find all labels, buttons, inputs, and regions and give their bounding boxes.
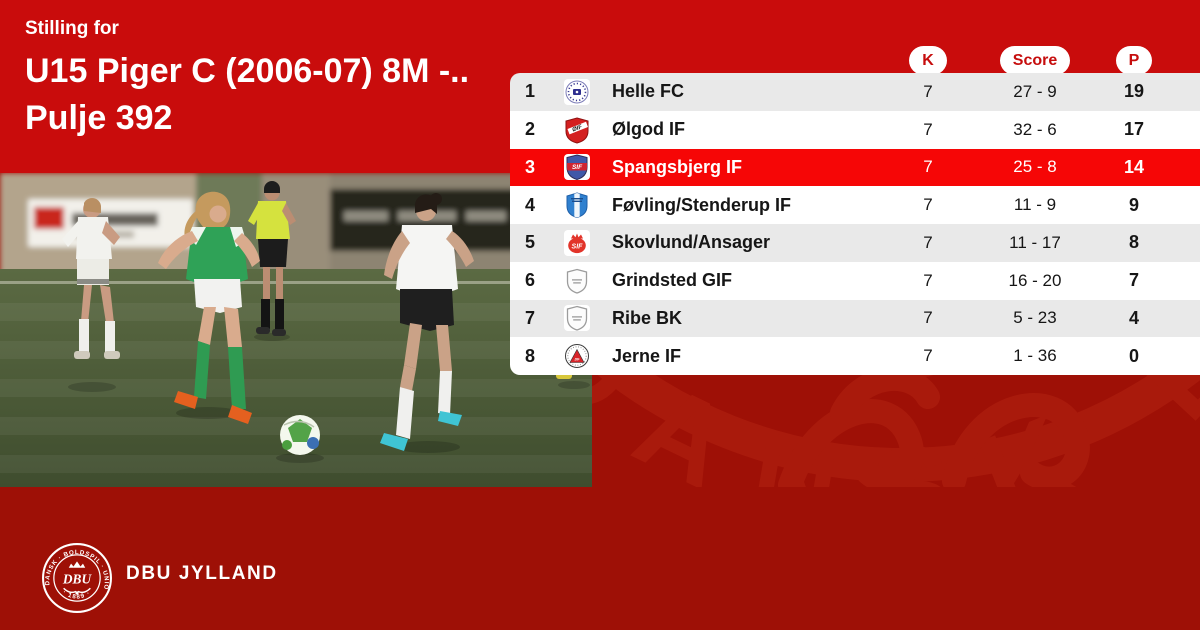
matches-played: 7 (923, 232, 933, 252)
points: 8 (1128, 232, 1139, 253)
club-logo-skovlund-ansager-icon: SIF (562, 228, 592, 258)
goal-score: 25 - 8 (1013, 157, 1057, 177)
team-name: Føvling/Stenderup IF (612, 194, 791, 215)
player-green-main (158, 191, 260, 424)
football (280, 415, 320, 455)
player-white-left (62, 198, 120, 359)
svg-text:SIF: SIF (572, 243, 584, 250)
svg-text:· 1889 ·: · 1889 · (61, 589, 92, 601)
rank: 5 (524, 232, 535, 253)
matches-played: 7 (923, 308, 933, 328)
table-column-badges: K Score P (510, 45, 1200, 75)
rank: 8 (524, 345, 535, 366)
table-row: 4 Føvling/Stenderup IF 7 11 - 9 9 (510, 186, 1200, 224)
rank: 1 (524, 81, 535, 102)
match-photo (0, 173, 592, 487)
club-logo-helle-fc-icon (562, 77, 592, 107)
team-name: Ølgod IF (612, 119, 685, 140)
table-row: 1 Helle FC 7 27 - 9 19 (510, 73, 1200, 111)
footer: DANSK · BOLDSPIL · UNION · 1889 · DBU DB… (0, 487, 1200, 630)
club-logo-placeholder-icon (562, 303, 592, 333)
team-name: Jerne IF (612, 345, 682, 366)
eyebrow-label: Stilling for (25, 18, 119, 39)
column-badge-p: P (1115, 45, 1153, 75)
dbu-crest-icon: DANSK · BOLDSPIL · UNION · 1889 · DBU (41, 542, 112, 613)
club-logo-spangsbjerg-if-icon: SIF (562, 152, 592, 182)
team-name: Helle FC (612, 81, 685, 102)
column-badge-score: Score (999, 45, 1071, 75)
rank: 2 (524, 119, 535, 140)
team-name: Spangsbjerg IF (612, 156, 743, 177)
rank: 3 (524, 156, 535, 177)
table-row: 5 SIF Skovlund/Ansager 7 11 - 17 8 (510, 224, 1200, 262)
club-logo-fovling-stenderup-icon (562, 190, 592, 220)
rank: 7 (524, 307, 535, 328)
svg-text:ØIF: ØIF (572, 124, 584, 133)
rank: 6 (524, 270, 535, 291)
standings-table: 1 Helle FC 7 27 - 9 19 2 ØIF Ølgod IF 7 … (510, 73, 1200, 375)
rank: 4 (524, 194, 535, 215)
svg-text:SIF: SIF (572, 164, 583, 171)
goal-score: 16 - 20 (1008, 270, 1062, 290)
points: 17 (1123, 119, 1145, 140)
svg-text:DBU: DBU (62, 572, 93, 587)
points: 9 (1128, 194, 1139, 215)
goal-score: 1 - 36 (1013, 346, 1057, 366)
goal-score: 27 - 9 (1013, 81, 1057, 101)
column-badge-k: K (909, 45, 947, 75)
referee (248, 181, 296, 336)
goal-score: 11 - 9 (1013, 195, 1057, 215)
card-header: Stilling for U15 Piger C (2006-07) 8M -.… (25, 14, 505, 142)
table-row: 6 Grindsted GIF 7 16 - 20 7 (510, 261, 1200, 300)
goal-score: 32 - 6 (1013, 119, 1057, 139)
club-logo-jerne-if-icon: JIF (562, 341, 592, 371)
goal-score: 11 - 17 (1009, 232, 1061, 252)
player-white-right (380, 193, 474, 451)
svg-text:JIF: JIF (574, 358, 580, 362)
club-logo-placeholder-icon (562, 266, 592, 296)
points: 4 (1128, 307, 1139, 328)
team-name: Grindsted GIF (612, 270, 733, 291)
table-row: 7 Ribe BK 7 5 - 23 4 (510, 299, 1200, 338)
matches-played: 7 (923, 81, 933, 101)
team-name: Skovlund/Ansager (612, 232, 771, 253)
points: 0 (1128, 345, 1139, 366)
matches-played: 7 (923, 157, 933, 177)
points: 7 (1128, 270, 1139, 291)
org-name: DBU JYLLAND (126, 563, 278, 584)
pool-title-line2: Pulje 392 (25, 99, 173, 137)
pool-title-line1: U15 Piger C (2006-07) 8M -.. (25, 52, 470, 90)
table-row-highlighted: 3 SIF Spangsbjerg IF 7 25 - 8 14 (510, 148, 1200, 187)
table-row: 2 ØIF Ølgod IF 7 32 - 6 17 (510, 110, 1200, 149)
matches-played: 7 (923, 270, 933, 290)
table-row: 8 JIF Jerne IF 7 1 - 36 0 (510, 337, 1200, 375)
matches-played: 7 (923, 346, 933, 366)
matches-played: 7 (923, 195, 933, 215)
club-logo-olgod-if-icon: ØIF (562, 115, 592, 145)
matches-played: 7 (923, 119, 933, 139)
points: 14 (1123, 156, 1145, 177)
goal-score: 5 - 23 (1013, 308, 1057, 328)
team-name: Ribe BK (612, 307, 683, 328)
points: 19 (1123, 81, 1145, 102)
